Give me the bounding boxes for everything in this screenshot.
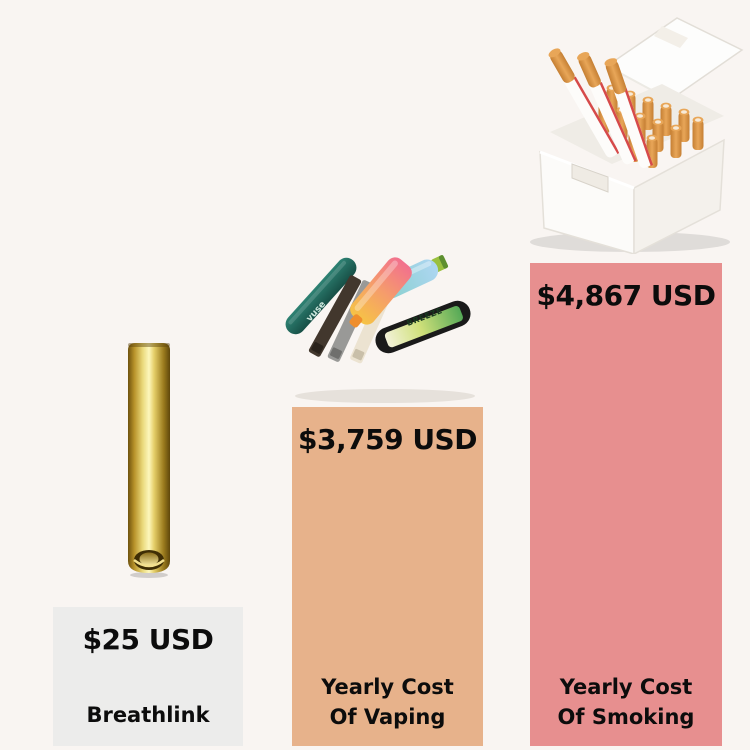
category-line: Of Vaping bbox=[329, 705, 446, 729]
category-line: Yearly Cost bbox=[559, 675, 693, 699]
price-label-breathlink: $25 USD bbox=[82, 623, 214, 656]
cigarettes-cluster bbox=[598, 84, 704, 168]
price-label-smoking: $4,867 USD bbox=[536, 279, 716, 312]
category-line: Of Smoking bbox=[557, 705, 695, 729]
disposable-vapes-image: vuse BREEZE bbox=[280, 252, 492, 404]
category-line: Breathlink bbox=[86, 703, 210, 727]
leaning-cigarettes bbox=[548, 48, 654, 168]
bar-breathlink: $25 USD Breathlink bbox=[53, 607, 243, 746]
vapes-fan-icon: vuse BREEZE bbox=[285, 255, 475, 403]
price-label-vaping: $3,759 USD bbox=[298, 423, 477, 456]
cigarette-box-icon bbox=[530, 17, 744, 254]
category-line: Yearly Cost bbox=[321, 675, 454, 699]
breathlink-gold-pen-image bbox=[123, 340, 175, 578]
category-label-vaping: Yearly Cost Of Vaping bbox=[292, 672, 483, 732]
gold-pen-icon bbox=[128, 343, 170, 578]
category-label-smoking: Yearly Cost Of Smoking bbox=[530, 672, 722, 732]
bar-yearly-cost-of-vaping: $3,759 USD Yearly Cost Of Vaping bbox=[292, 407, 483, 746]
bar-yearly-cost-of-smoking: $4,867 USD Yearly Cost Of Smoking bbox=[530, 263, 722, 746]
cigarette-box-image bbox=[512, 4, 750, 254]
category-label-breathlink: Breathlink bbox=[53, 700, 243, 730]
